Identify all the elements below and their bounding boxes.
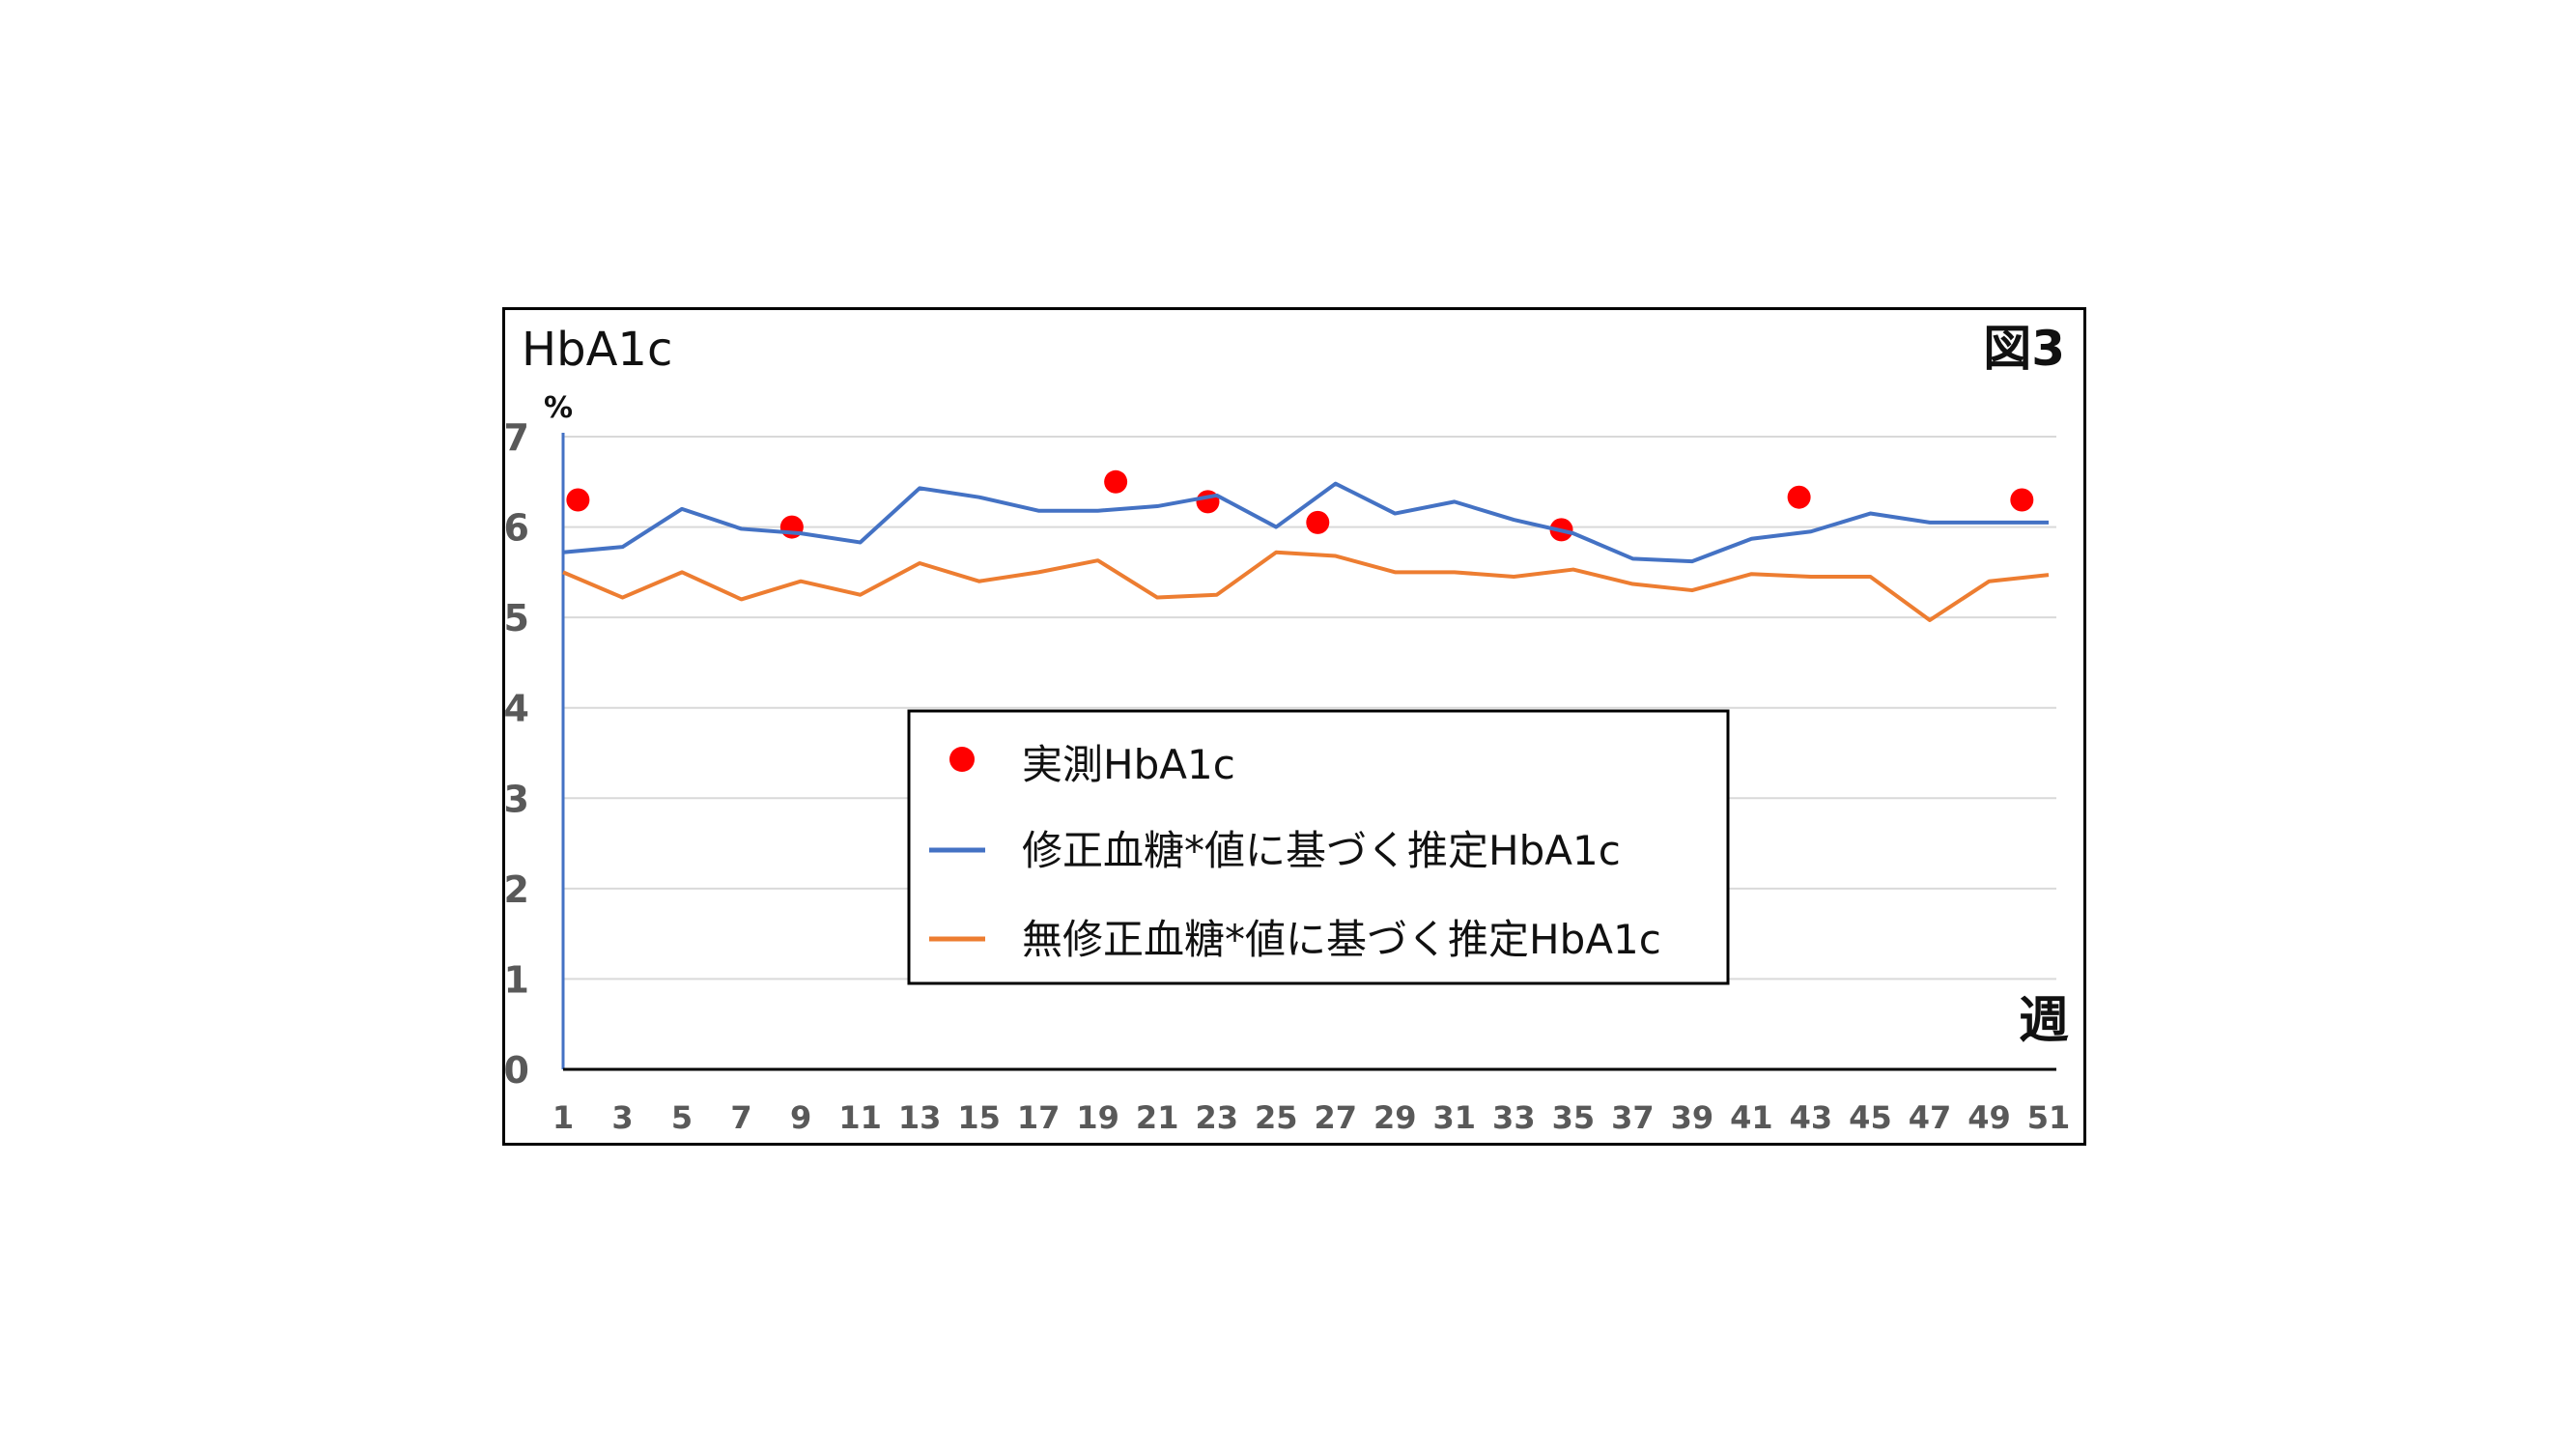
legend-label-measured: 実測HbA1c [1022,741,1235,788]
x-tick-9: 9 [790,1099,811,1136]
series-line-2 [562,550,2050,622]
y-tick-0: 0 [504,1049,529,1092]
x-tick-49: 49 [1967,1099,2011,1136]
x-tick-37: 37 [1611,1099,1655,1136]
x-tick-15: 15 [957,1099,1001,1136]
x-tick-19: 19 [1076,1099,1119,1136]
x-tick-31: 31 [1433,1099,1477,1136]
y-axis-unit: % [544,391,573,425]
x-tick-39: 39 [1671,1099,1714,1136]
x-tick-7: 7 [730,1099,751,1136]
axes [561,433,2056,1071]
x-tick-17: 17 [1017,1099,1061,1136]
x-tick-41: 41 [1730,1099,1773,1136]
series-group [562,469,2050,622]
x-tick-11: 11 [838,1099,882,1136]
x-tick-29: 29 [1373,1099,1417,1136]
x-tick-1: 1 [552,1099,574,1136]
legend-label-uncorrected: 無修正血糖*値に基づく推定HbA1c [1022,916,1661,963]
y-tick-3: 3 [504,778,529,820]
y-tick-6: 6 [504,507,529,550]
y-tick-1: 1 [504,958,529,1001]
x-tick-33: 33 [1492,1099,1536,1136]
x-tick-23: 23 [1195,1099,1238,1136]
x-tick-45: 45 [1849,1099,1892,1136]
x-tick-3: 3 [611,1099,633,1136]
legend-marker-measured [949,747,975,772]
legend: 実測HbA1c 修正血糖*値に基づく推定HbA1c 無修正血糖*値に基づく推定H… [907,709,1730,985]
x-tick-25: 25 [1255,1099,1298,1136]
data-point-0-2 [1104,469,1128,494]
y-tick-4: 4 [504,688,529,730]
x-tick-43: 43 [1790,1099,1833,1136]
x-tick-47: 47 [1909,1099,1952,1136]
x-tick-5: 5 [671,1099,693,1136]
legend-label-corrected: 修正血糖*値に基づく推定HbA1c [1022,827,1621,874]
x-axis-label: 週 [2019,992,2069,1050]
y-tick-labels: 0 1 2 3 4 5 6 7 [504,416,529,1092]
x-tick-13: 13 [898,1099,942,1136]
x-tick-51: 51 [2027,1099,2071,1136]
data-point-0-6 [1787,485,1811,509]
y-tick-2: 2 [504,868,529,911]
y-tick-7: 7 [504,416,529,459]
data-point-0-0 [566,488,590,512]
x-tick-27: 27 [1314,1099,1357,1136]
legend-box [907,709,1730,985]
x-tick-labels: 1 3 5 7 9 11 13 15 17 19 21 23 25 27 29 31 33 35 37 39 41 43 4… [552,1099,2070,1136]
data-point-0-4 [1306,510,1330,534]
y-tick-5: 5 [504,597,529,639]
series-line-1 [562,481,2049,564]
chart-title: HbA1c [522,323,672,377]
data-point-0-7 [2010,488,2034,512]
x-tick-21: 21 [1136,1099,1179,1136]
figure-label: 図3 [1983,321,2065,377]
x-tick-35: 35 [1552,1099,1596,1136]
